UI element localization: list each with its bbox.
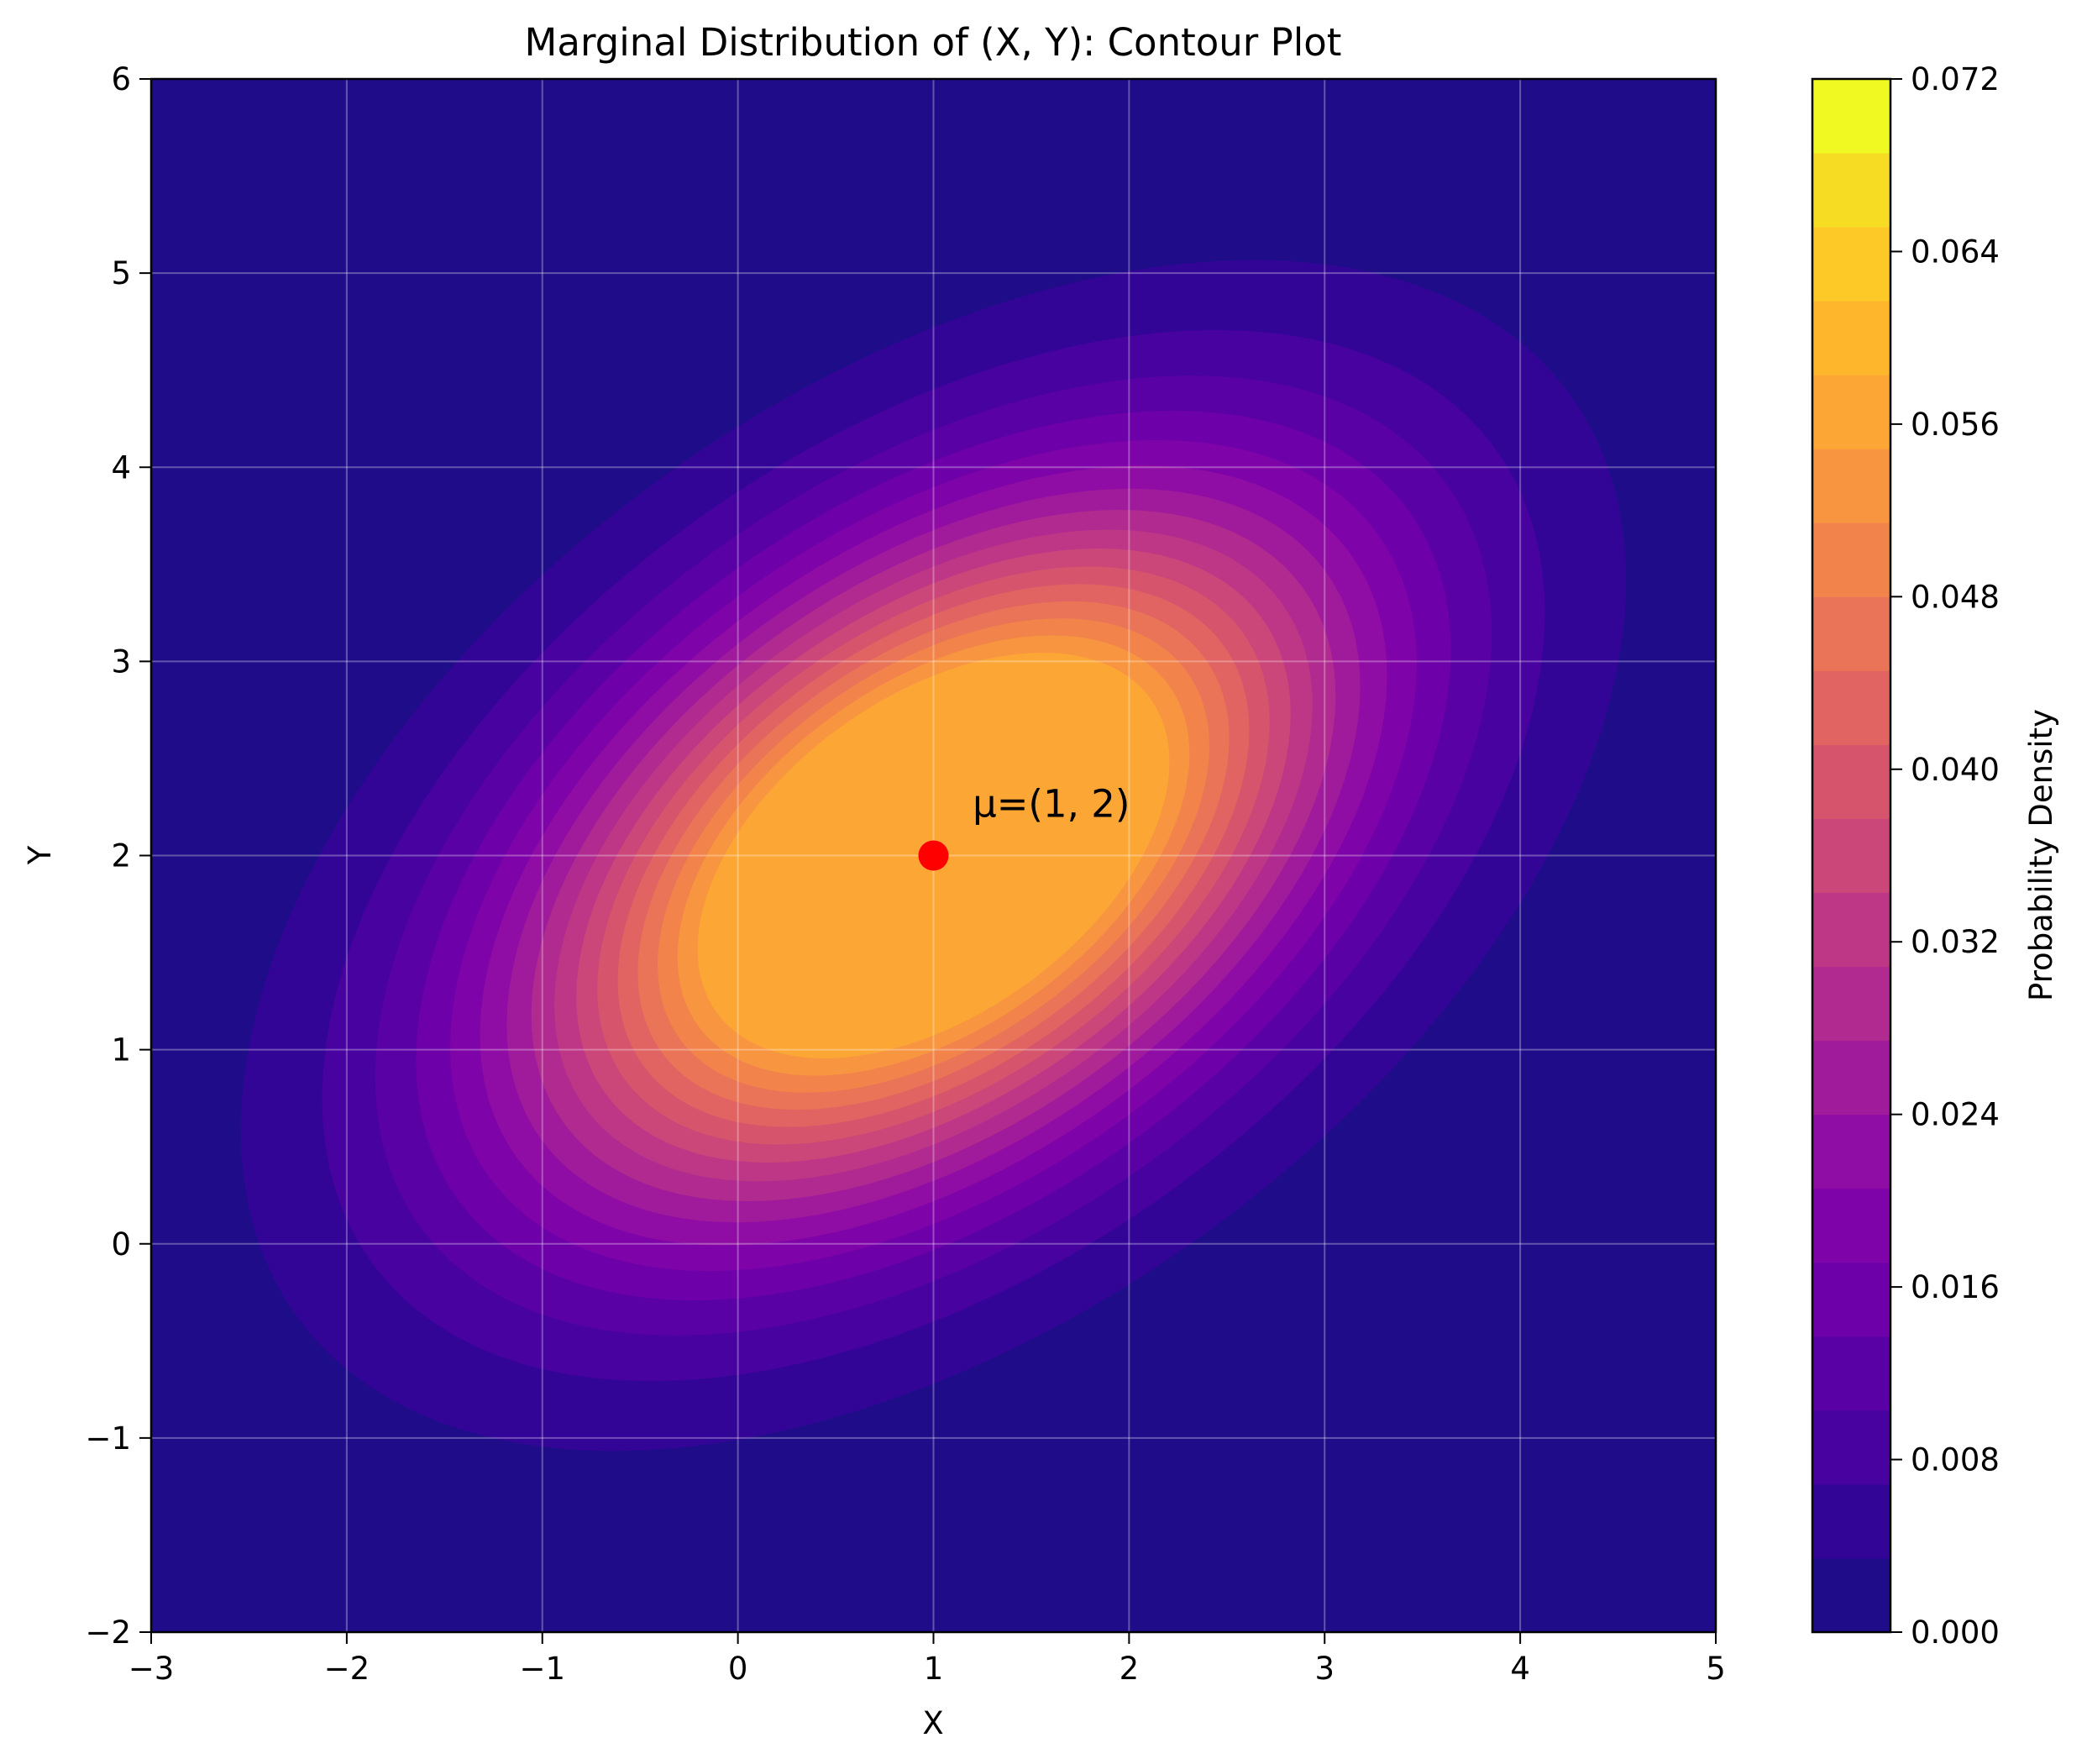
colorbar-band	[1812, 301, 1890, 375]
y-tick-label: 6	[111, 61, 131, 97]
x-axis: −3 −2 −1 0 1 2 3 4 5	[128, 1632, 1726, 1687]
y-tick-label: 5	[111, 255, 131, 291]
colorbar-bands	[1812, 79, 1890, 1633]
y-tick-label: 2	[111, 838, 131, 874]
colorbar-band	[1812, 818, 1890, 894]
colorbar-band	[1812, 1483, 1890, 1559]
colorbar-band	[1812, 1336, 1890, 1411]
colorbar-band	[1812, 1114, 1890, 1189]
colorbar-tick-label: 0.024	[1911, 1097, 2000, 1133]
colorbar-tick-label: 0.032	[1911, 924, 2000, 960]
colorbar-tick-label: 0.008	[1911, 1442, 2000, 1478]
x-tick-label: −1	[519, 1651, 565, 1687]
contour-fills	[240, 260, 1627, 1452]
grid-lines	[151, 79, 1716, 1632]
colorbar-tick-label: 0.048	[1911, 579, 2000, 615]
y-tick-label: 4	[111, 449, 131, 486]
mean-marker	[918, 840, 949, 871]
y-tick-label: −2	[85, 1614, 131, 1651]
colorbar-band	[1812, 744, 1890, 819]
y-tick-label: 0	[111, 1226, 131, 1263]
colorbar-label: Probability Density	[2023, 709, 2059, 1001]
y-tick-label: −1	[85, 1420, 131, 1457]
x-axis-label: X	[922, 1705, 943, 1741]
colorbar-tick-label: 0.056	[1911, 407, 2000, 443]
colorbar-band	[1812, 1557, 1890, 1633]
colorbar-band	[1812, 1262, 1890, 1337]
x-tick-label: 4	[1510, 1651, 1530, 1687]
x-tick-label: 2	[1120, 1651, 1140, 1687]
plot-area: μ=(1, 2)	[149, 77, 1717, 1634]
y-axis: −2 −1 0 1 2 3 4 5 6	[85, 61, 151, 1651]
x-tick-label: 5	[1706, 1651, 1726, 1687]
chart-title: Marginal Distribution of (X, Y): Contour…	[525, 20, 1342, 65]
colorbar-tick-label: 0.016	[1911, 1269, 2000, 1305]
x-tick-label: 1	[924, 1651, 944, 1687]
x-tick-label: 0	[728, 1651, 748, 1687]
colorbar-band	[1812, 79, 1890, 154]
x-tick-label: −2	[324, 1651, 370, 1687]
colorbar-band	[1812, 449, 1890, 523]
colorbar-band	[1812, 227, 1890, 302]
colorbar-tick-label: 0.040	[1911, 752, 2000, 788]
mean-layer: μ=(1, 2)	[918, 781, 1130, 871]
colorbar-band	[1812, 153, 1890, 228]
colorbar-band	[1812, 892, 1890, 968]
colorbar-band	[1812, 966, 1890, 1042]
y-axis-label: Y	[22, 845, 58, 865]
colorbar-tick-label: 0.000	[1911, 1614, 2000, 1651]
x-tick-label: −3	[128, 1651, 175, 1687]
colorbar-band	[1812, 522, 1890, 597]
colorbar-band	[1812, 375, 1890, 449]
y-tick-label: 3	[111, 643, 131, 680]
colorbar-band	[1812, 596, 1890, 671]
mean-annotation: μ=(1, 2)	[973, 781, 1130, 826]
colorbar-tick-label: 0.064	[1911, 234, 2000, 270]
colorbar-band	[1812, 670, 1890, 745]
colorbar-ticks: 0.000 0.008 0.016 0.024 0.032 0.040 0.048 0.056…	[1890, 61, 2000, 1651]
x-tick-label: 3	[1314, 1651, 1335, 1687]
colorbar-band	[1812, 1040, 1890, 1116]
colorbar-frame	[1811, 77, 1892, 1634]
y-tick-label: 1	[111, 1032, 131, 1068]
colorbar-band	[1812, 1410, 1890, 1485]
colorbar: 0.000 0.008 0.016 0.024 0.032 0.040 0.048 0.056…	[1811, 61, 2059, 1651]
colorbar-tick-label: 0.072	[1911, 61, 2000, 97]
colorbar-band	[1812, 1188, 1890, 1263]
